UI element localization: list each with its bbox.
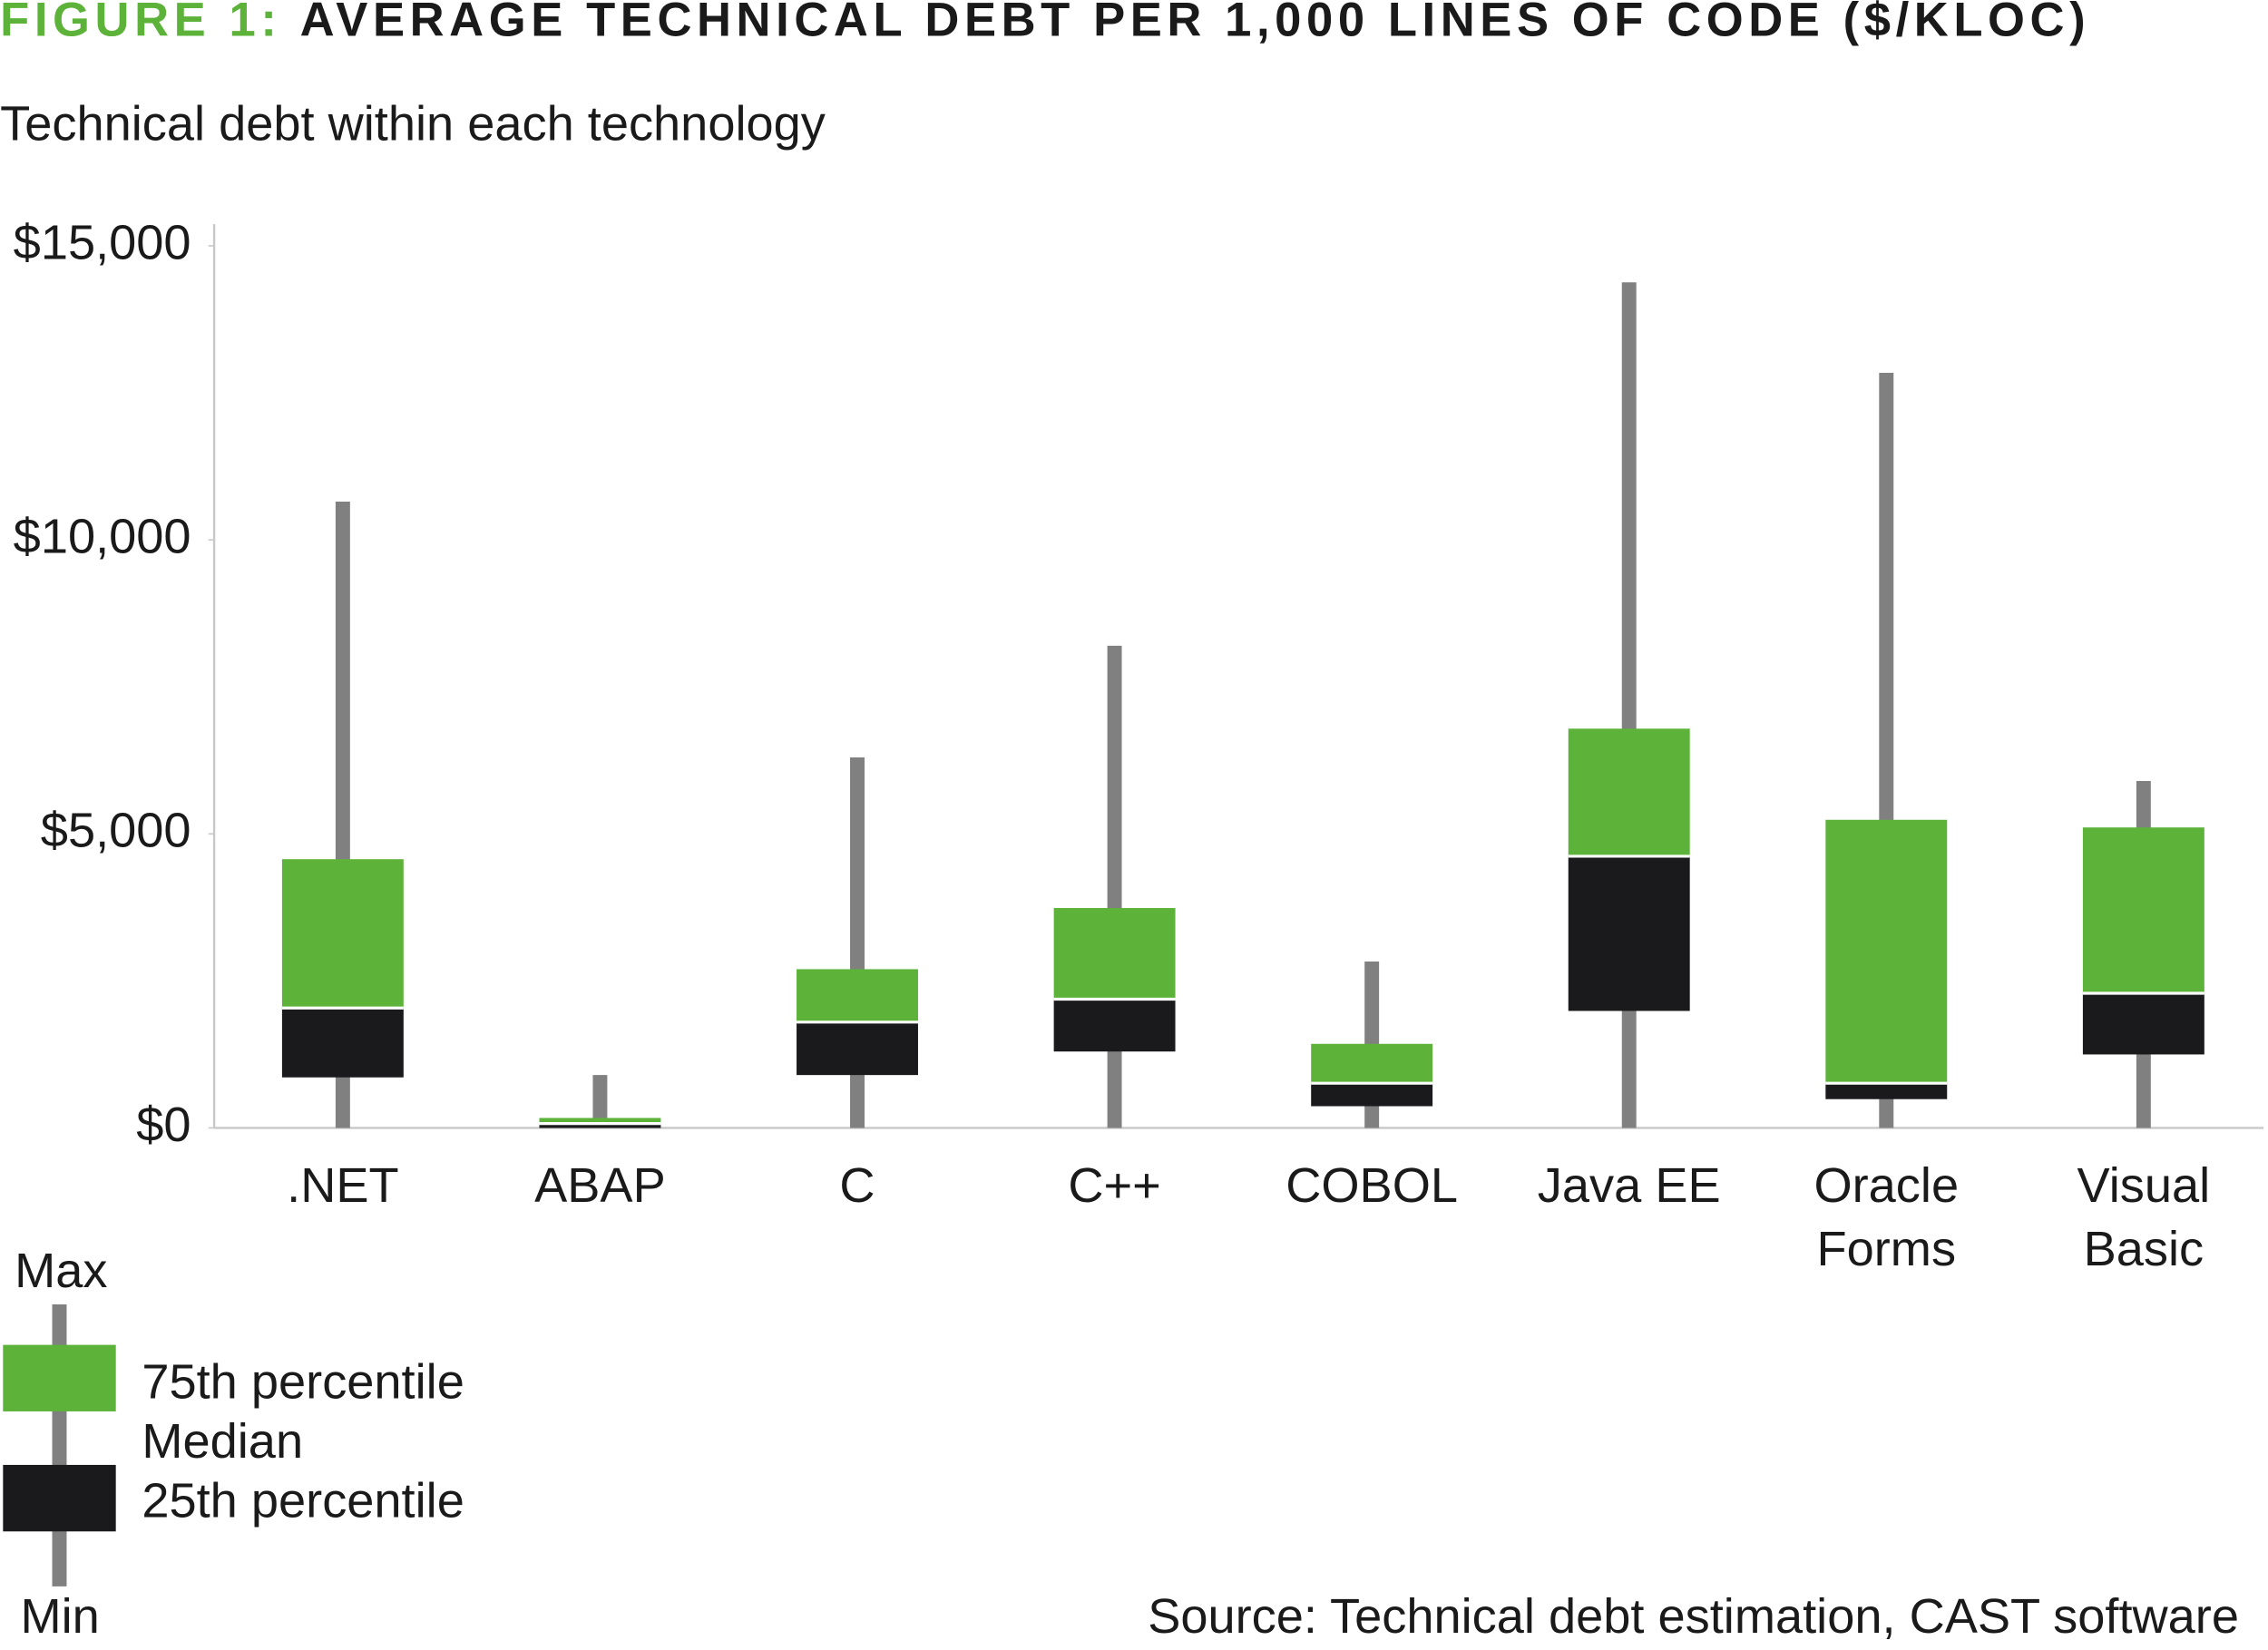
- source: Source: Technical debt estimation, CAST …: [1148, 1589, 2239, 1644]
- x-tick-label: ABAP: [534, 1158, 666, 1213]
- x-tick-label: Forms: [1817, 1222, 1957, 1276]
- upper-box: [1825, 819, 1948, 1084]
- x-tick-label: .NET: [287, 1158, 398, 1213]
- x-tick-label: COBOL: [1286, 1158, 1458, 1213]
- legend-label: 25th percentile: [142, 1473, 464, 1528]
- upper-box: [1311, 1043, 1433, 1084]
- x-tick-label: C: [839, 1158, 875, 1213]
- chart-title: FIGURE 1: AVERAGE TECHNICAL DEBT PER 1,0…: [0, 0, 2090, 46]
- upper-box: [281, 859, 404, 1009]
- lower-box: [1825, 1083, 1948, 1099]
- x-tick-label: Java EE: [1538, 1158, 1721, 1213]
- legend-label: Max: [15, 1244, 107, 1298]
- upper-box: [1568, 728, 1690, 856]
- y-tick-label: $0: [136, 1098, 191, 1152]
- lower-box: [2082, 993, 2204, 1055]
- lower-box: [281, 1008, 404, 1078]
- subtitle: Technical debt within each technology: [0, 97, 826, 151]
- title-text: AVERAGE TECHNICAL DEBT PER 1,000 LINES O…: [300, 0, 2091, 46]
- lower-box: [1568, 855, 1690, 1011]
- x-tick-label: Oracle: [1813, 1158, 1959, 1213]
- legend-label: 75th percentile: [142, 1355, 464, 1410]
- x-tick-label: Basic: [2084, 1222, 2204, 1276]
- upper-box: [539, 1118, 661, 1124]
- y-tick-label: $5,000: [41, 804, 191, 858]
- x-tick-label: Visual: [2077, 1158, 2211, 1213]
- legend-label: Median: [142, 1414, 303, 1469]
- lower-box: [1311, 1083, 1433, 1107]
- lower-box: [539, 1123, 661, 1128]
- legend-lower: [3, 1464, 116, 1532]
- y-tick-label: $10,000: [14, 509, 191, 563]
- lower-box: [1053, 999, 1176, 1052]
- legend-label: Min: [20, 1589, 99, 1644]
- legend-upper: [3, 1344, 116, 1411]
- x-tick-label: C++: [1068, 1158, 1160, 1213]
- title-prefix: FIGURE 1:: [0, 0, 281, 46]
- upper-box: [797, 969, 918, 1022]
- lower-box: [797, 1021, 918, 1076]
- y-tick-label: $15,000: [14, 215, 191, 269]
- upper-box: [2082, 827, 2204, 994]
- upper-box: [1053, 908, 1176, 1000]
